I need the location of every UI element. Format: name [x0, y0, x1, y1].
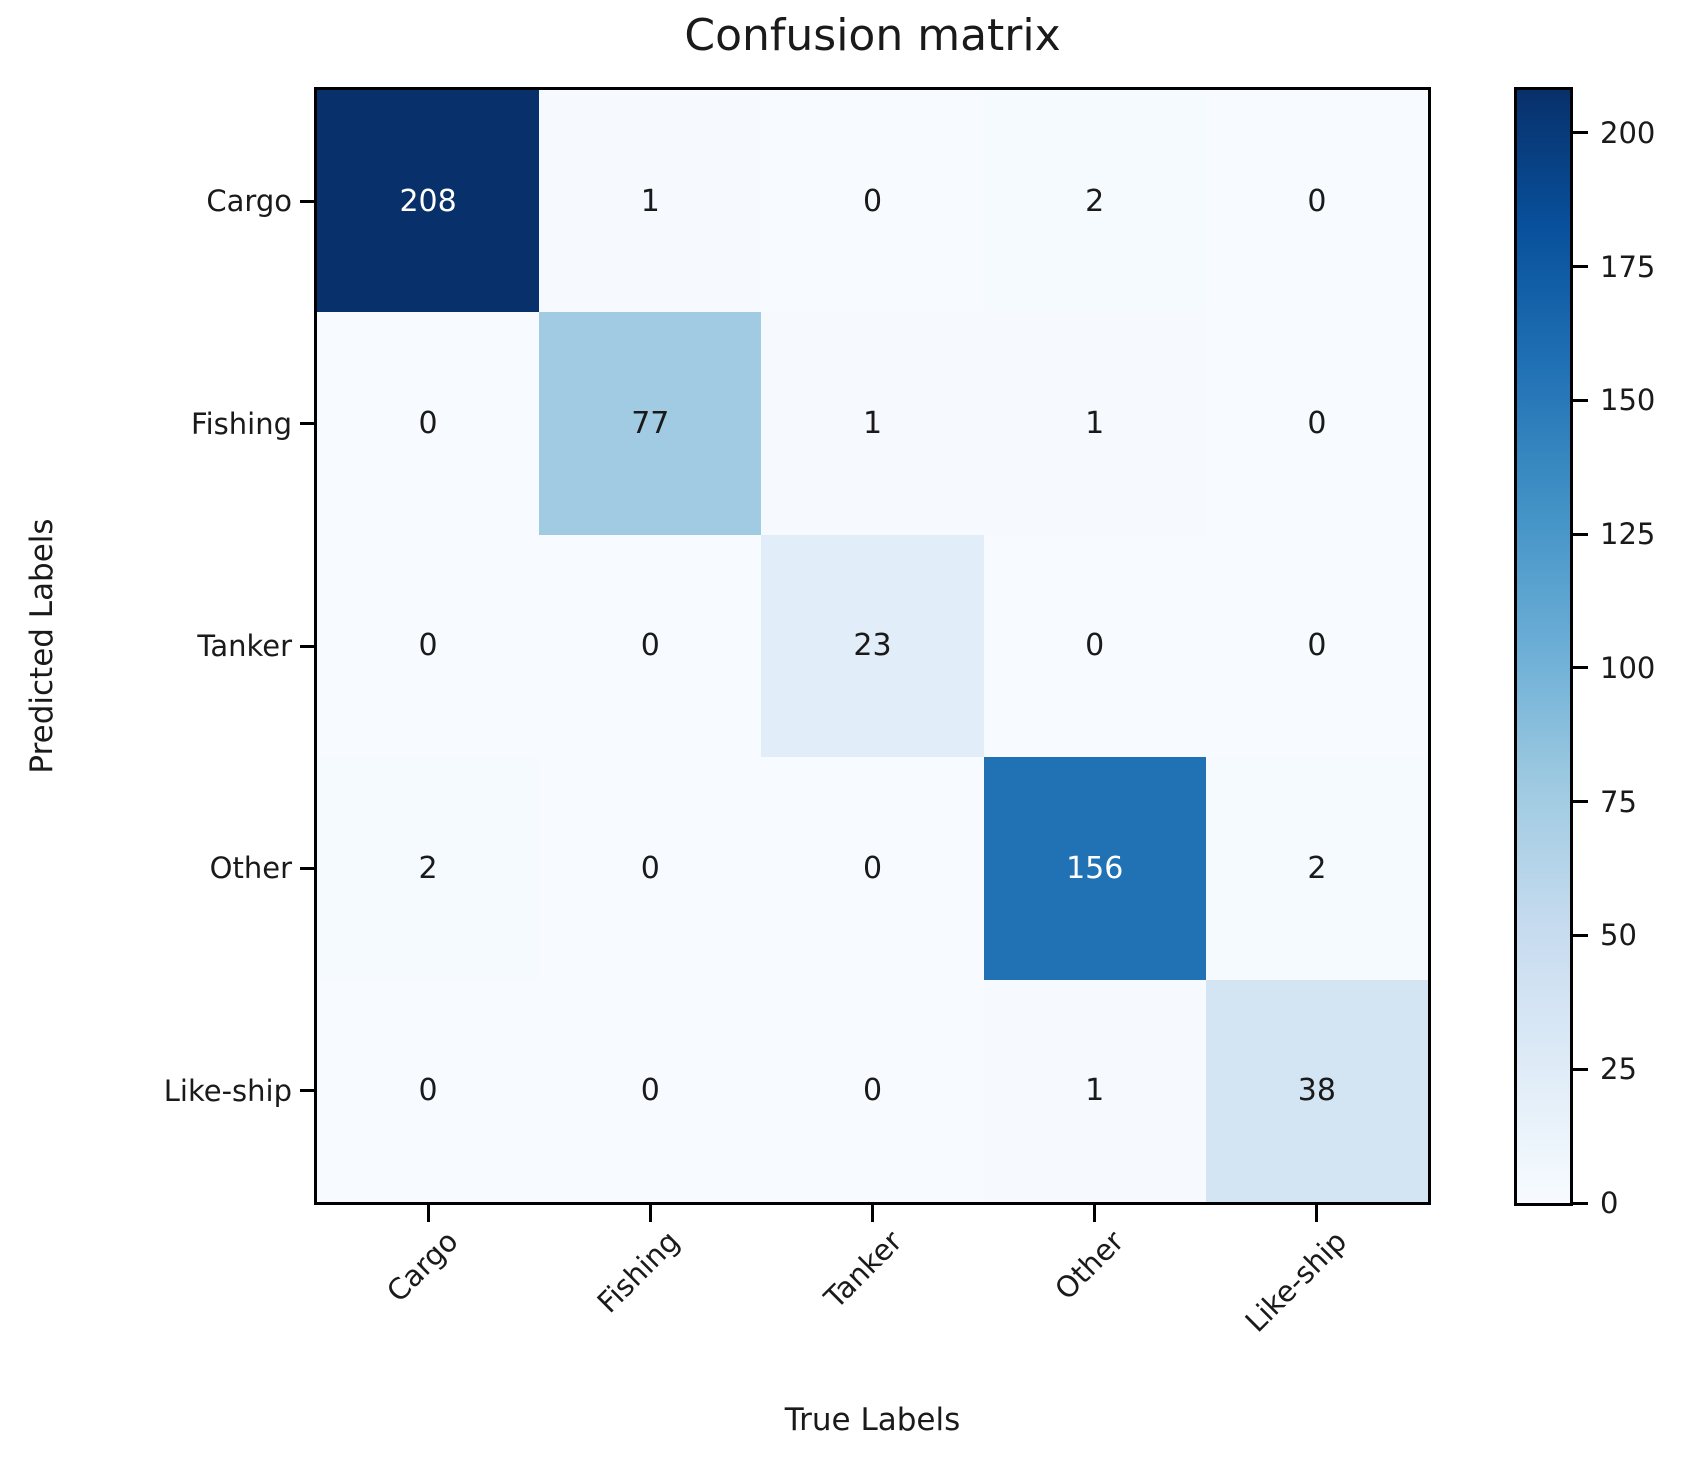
matrix-cell: 0	[1205, 90, 1428, 313]
x-axis-title: True Labels	[784, 1402, 961, 1438]
matrix-cell: 0	[317, 979, 540, 1202]
colorbar-tick-label: 150	[1600, 383, 1656, 418]
y-tick-label: Fishing	[191, 406, 292, 441]
y-tick-label: Other	[209, 851, 292, 886]
chart-title: Confusion matrix	[684, 10, 1061, 61]
matrix-cell: 0	[761, 90, 984, 313]
matrix-cell: 1	[983, 312, 1206, 535]
x-tick-label: Like-ship	[1238, 1224, 1353, 1339]
matrix-cell: 0	[983, 534, 1206, 758]
heatmap-grid: 208 1 0 2 0 0 77 1 1 0 0 0 23 0 0 2 0 0 156 2 0 0 0 1 38	[314, 87, 1431, 1205]
matrix-cell: 23	[761, 534, 984, 758]
matrix-cell: 0	[1205, 312, 1428, 535]
x-tick-mark	[426, 1205, 430, 1222]
matrix-cell: 0	[539, 757, 762, 980]
colorbar-tick-mark	[1573, 265, 1588, 269]
colorbar-tick-mark	[1573, 800, 1588, 804]
y-tick-label: Cargo	[206, 184, 292, 219]
x-tick-mark	[1315, 1205, 1319, 1222]
matrix-cell: 0	[317, 534, 540, 758]
x-tick-label: Other	[1048, 1224, 1131, 1307]
x-tick-mark	[648, 1205, 652, 1222]
matrix-cell: 208	[317, 90, 540, 313]
colorbar-tick-mark	[1573, 1201, 1588, 1205]
x-tick-label: Cargo	[379, 1224, 465, 1309]
matrix-cell: 0	[317, 312, 540, 535]
x-tick-mark	[1093, 1205, 1097, 1222]
matrix-cell: 38	[1205, 979, 1428, 1202]
colorbar-tick-label: 25	[1600, 1052, 1637, 1087]
y-tick-label: Tanker	[197, 629, 292, 663]
matrix-cell: 0	[539, 534, 762, 758]
colorbar-tick-label: 200	[1600, 115, 1656, 150]
colorbar-tick-label: 75	[1600, 784, 1637, 819]
matrix-cell: 2	[983, 90, 1206, 313]
colorbar-tick-label: 175	[1600, 249, 1656, 284]
y-tick-label: Like-ship	[163, 1073, 292, 1108]
colorbar-tick-mark	[1573, 398, 1588, 402]
y-tick-mark	[300, 644, 317, 648]
y-tick-mark	[300, 422, 317, 426]
matrix-cell: 2	[317, 757, 540, 980]
y-tick-mark	[300, 866, 317, 870]
y-tick-mark	[300, 1089, 317, 1093]
matrix-cell: 1	[761, 312, 984, 535]
matrix-cell: 0	[761, 757, 984, 980]
colorbar	[1514, 87, 1573, 1206]
colorbar-tick-mark	[1573, 532, 1588, 536]
matrix-cell: 77	[539, 312, 762, 535]
colorbar-tick-label: 50	[1600, 918, 1637, 953]
matrix-cell: 1	[539, 90, 762, 313]
matrix-cell: 1	[983, 979, 1206, 1202]
colorbar-tick-label: 100	[1600, 650, 1656, 685]
colorbar-tick-mark	[1573, 131, 1588, 135]
x-tick-mark	[871, 1205, 874, 1222]
colorbar-tick-label: 0	[1600, 1186, 1619, 1220]
colorbar-tick-mark	[1573, 1067, 1588, 1071]
x-tick-label: Tanker	[817, 1224, 909, 1315]
colorbar-tick-mark	[1573, 666, 1588, 670]
matrix-cell: 0	[539, 979, 762, 1202]
y-tick-mark	[300, 199, 317, 203]
colorbar-tick-label: 125	[1600, 517, 1656, 552]
matrix-cell: 0	[761, 979, 984, 1202]
x-tick-label: Fishing	[590, 1224, 687, 1320]
matrix-cell: 156	[983, 757, 1206, 980]
matrix-cell: 2	[1205, 757, 1428, 980]
colorbar-tick-mark	[1573, 933, 1588, 937]
matrix-cell: 0	[1205, 534, 1428, 758]
